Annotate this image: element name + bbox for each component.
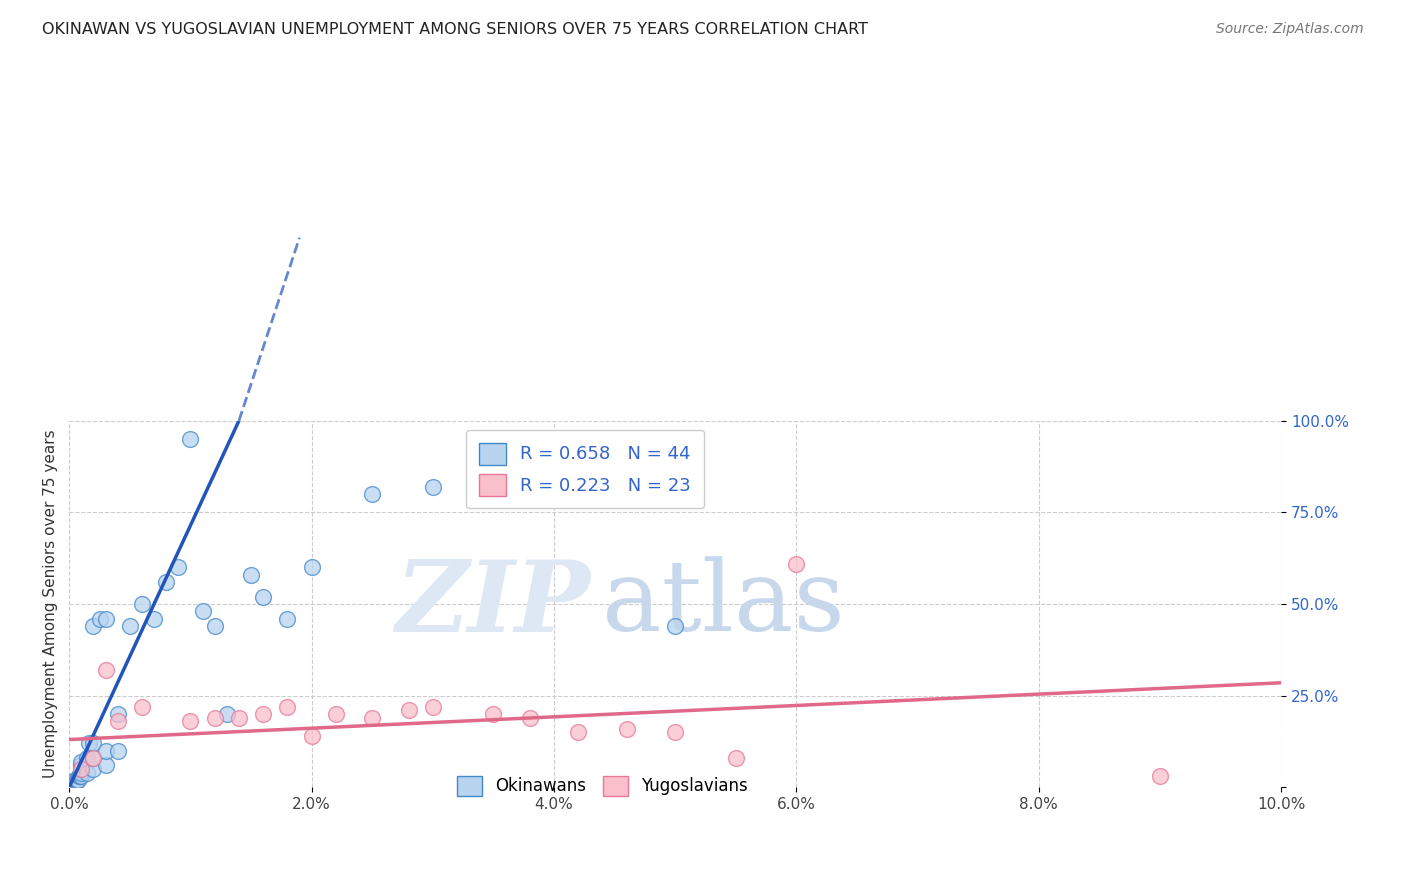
Point [276,612,298,626]
Point [94,663,117,677]
Text: atlas: atlas [602,556,845,652]
Point [167,560,190,574]
Point [131,597,153,611]
Point [785,557,807,571]
Point [70,769,93,783]
Point [422,480,444,494]
Point [276,699,298,714]
Point [155,575,177,590]
Point [67,769,90,783]
Point [191,604,214,618]
Point [82,751,104,765]
Point [215,706,238,721]
Point [398,703,420,717]
Point [94,743,117,757]
Point [422,699,444,714]
Point [664,619,686,633]
Point [70,765,93,780]
Point [107,706,129,721]
Point [70,755,93,769]
Point [143,612,166,626]
Point [131,699,153,714]
Legend: Okinawans, Yugoslavians: Okinawans, Yugoslavians [450,769,755,803]
Point [107,743,129,757]
Point [179,714,201,729]
Point [325,706,347,721]
Point [361,487,384,501]
Text: ZIP: ZIP [395,556,591,652]
Point [65,772,87,787]
Point [77,736,100,750]
Point [82,736,104,750]
Point [118,619,141,633]
Point [60,776,83,790]
Point [301,729,323,743]
Point [1149,769,1171,783]
Point [204,710,226,724]
Point [252,706,274,721]
Point [70,758,93,772]
Point [70,762,93,776]
Point [76,765,98,780]
Point [65,772,87,787]
Point [82,619,104,633]
Point [519,710,541,724]
Point [70,762,93,776]
Point [107,714,129,729]
Point [361,710,384,724]
Point [616,722,638,736]
Point [94,758,117,772]
Point [482,706,505,721]
Point [204,619,226,633]
Point [69,769,91,783]
Point [65,776,87,790]
Point [76,751,98,765]
Text: OKINAWAN VS YUGOSLAVIAN UNEMPLOYMENT AMONG SENIORS OVER 75 YEARS CORRELATION CHA: OKINAWAN VS YUGOSLAVIAN UNEMPLOYMENT AMO… [42,22,868,37]
Point [66,772,89,787]
Point [62,776,84,790]
Point [228,710,250,724]
Point [724,751,747,765]
Y-axis label: Unemployment Among Seniors over 75 years: Unemployment Among Seniors over 75 years [44,430,58,779]
Point [82,762,104,776]
Point [240,567,263,582]
Point [82,751,104,765]
Point [252,590,274,604]
Text: Source: ZipAtlas.com: Source: ZipAtlas.com [1216,22,1364,37]
Point [567,725,589,739]
Point [482,458,505,472]
Point [63,776,86,790]
Point [179,432,201,446]
Point [301,560,323,574]
Point [94,612,117,626]
Point [664,725,686,739]
Point [89,612,111,626]
